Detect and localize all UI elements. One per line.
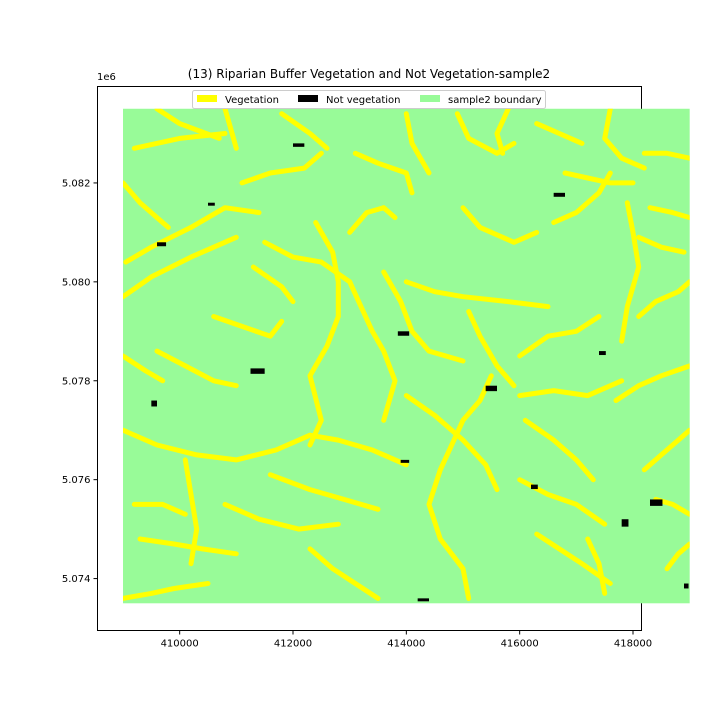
vegetation-stream bbox=[307, 220, 341, 448]
vegetation-stream bbox=[123, 581, 211, 601]
vegetation-stream bbox=[239, 150, 324, 186]
vegetation-stream bbox=[267, 472, 381, 512]
y-tick-label: 5.078 bbox=[62, 376, 91, 387]
vegetation-stream bbox=[250, 264, 296, 305]
vegetation-stream bbox=[123, 427, 313, 463]
vegetation-stream bbox=[211, 314, 285, 339]
vegetation-stream bbox=[279, 111, 330, 151]
vegetation-stream bbox=[123, 224, 194, 265]
vegetation-stream bbox=[131, 501, 188, 517]
not-vegetation-patch bbox=[208, 202, 215, 206]
not-vegetation-patch bbox=[397, 331, 410, 336]
legend-label: Vegetation bbox=[225, 95, 279, 106]
vegetation-stream bbox=[307, 432, 409, 468]
vegetation-stream bbox=[636, 279, 690, 319]
vegetation-stream bbox=[352, 150, 415, 196]
vegetation-stream bbox=[460, 205, 540, 245]
legend-label: Not vegetation bbox=[326, 95, 400, 106]
legend: Vegetation Not vegetation sample2 boundary bbox=[192, 90, 546, 109]
not-vegetation-patch bbox=[400, 459, 410, 463]
chart-title: (13) Riparian Buffer Vegetation and Not … bbox=[187, 67, 551, 81]
vegetation-stream bbox=[664, 541, 690, 572]
vegetation-stream bbox=[222, 108, 239, 151]
vegetation-stream bbox=[585, 536, 608, 596]
vegetation-stream bbox=[641, 427, 690, 473]
tick-layer: 410000 412000 414000 416000 418000 5.074 5.076… bbox=[62, 178, 652, 649]
vegetation-stream bbox=[307, 546, 381, 601]
vegetation-stream bbox=[636, 234, 687, 255]
legend-label: sample2 boundary bbox=[448, 95, 542, 106]
legend-swatch bbox=[197, 95, 217, 102]
vegetation-stream bbox=[562, 170, 636, 186]
map-layer bbox=[123, 108, 690, 604]
vegetation-stream bbox=[137, 536, 239, 557]
not-vegetation-patch bbox=[599, 351, 606, 356]
vegetation-stream bbox=[454, 111, 517, 156]
legend-box bbox=[192, 90, 546, 109]
x-tick-label: 412000 bbox=[274, 639, 312, 650]
vegetation-stream bbox=[602, 108, 647, 171]
y-tick-label: 5.080 bbox=[62, 277, 91, 288]
not-vegetation-patch bbox=[417, 598, 429, 602]
y-axis-offset-label: 1e6 bbox=[97, 72, 116, 83]
not-vegetation-patch bbox=[157, 242, 167, 247]
vegetation-stream bbox=[347, 279, 398, 423]
vegetation-stream bbox=[123, 234, 239, 300]
not-vegetation-patch bbox=[531, 484, 538, 490]
vegetation-stream bbox=[222, 501, 341, 532]
vegetation-stream bbox=[494, 108, 511, 156]
vegetation-stream bbox=[522, 417, 596, 483]
vegetation-stream bbox=[551, 170, 613, 225]
legend-swatch bbox=[420, 95, 440, 102]
vegetation-stream bbox=[347, 205, 398, 235]
x-tick-label: 414000 bbox=[387, 639, 425, 650]
sample2-boundary bbox=[123, 108, 690, 604]
vegetation-stream bbox=[381, 269, 466, 364]
vegetation-stream bbox=[517, 378, 625, 399]
not-vegetation-patch bbox=[553, 192, 565, 197]
vegetation-stream bbox=[613, 363, 690, 403]
not-vegetation-patch bbox=[621, 519, 629, 527]
legend-swatch bbox=[298, 95, 318, 102]
x-tick-label: 410000 bbox=[161, 639, 199, 650]
vegetation-stream bbox=[154, 108, 222, 141]
not-vegetation-patch bbox=[684, 583, 689, 589]
vegetation-stream bbox=[534, 121, 585, 146]
y-tick-label: 5.076 bbox=[62, 475, 91, 486]
not-vegetation-patch bbox=[293, 143, 305, 147]
vegetation-stream bbox=[154, 348, 239, 389]
vegetation-stream bbox=[619, 200, 642, 344]
y-tick-label: 5.074 bbox=[62, 574, 91, 585]
vegetation-stream bbox=[123, 180, 171, 230]
not-vegetation-patch bbox=[250, 368, 265, 374]
vegetation-stream bbox=[647, 205, 690, 221]
vegetation-stream bbox=[426, 373, 494, 601]
vegetation-group bbox=[123, 108, 690, 602]
vegetation-stream bbox=[403, 111, 432, 176]
vegetation-stream bbox=[517, 314, 602, 359]
vegetation-stream bbox=[534, 531, 613, 586]
x-tick-label: 416000 bbox=[501, 639, 539, 650]
vegetation-stream bbox=[466, 309, 517, 389]
x-tick-label: 418000 bbox=[614, 639, 652, 650]
not-vegetation-patch bbox=[650, 499, 663, 506]
y-tick-label: 5.082 bbox=[62, 178, 91, 189]
vegetation-stream bbox=[123, 353, 166, 384]
not-vegetation-patch bbox=[151, 400, 157, 407]
vegetation-stream bbox=[641, 150, 690, 161]
vegetation-stream bbox=[403, 279, 551, 310]
not-vegetation-patch bbox=[485, 385, 497, 392]
vegetation-stream bbox=[403, 393, 500, 493]
vegetation-stream bbox=[188, 205, 262, 230]
